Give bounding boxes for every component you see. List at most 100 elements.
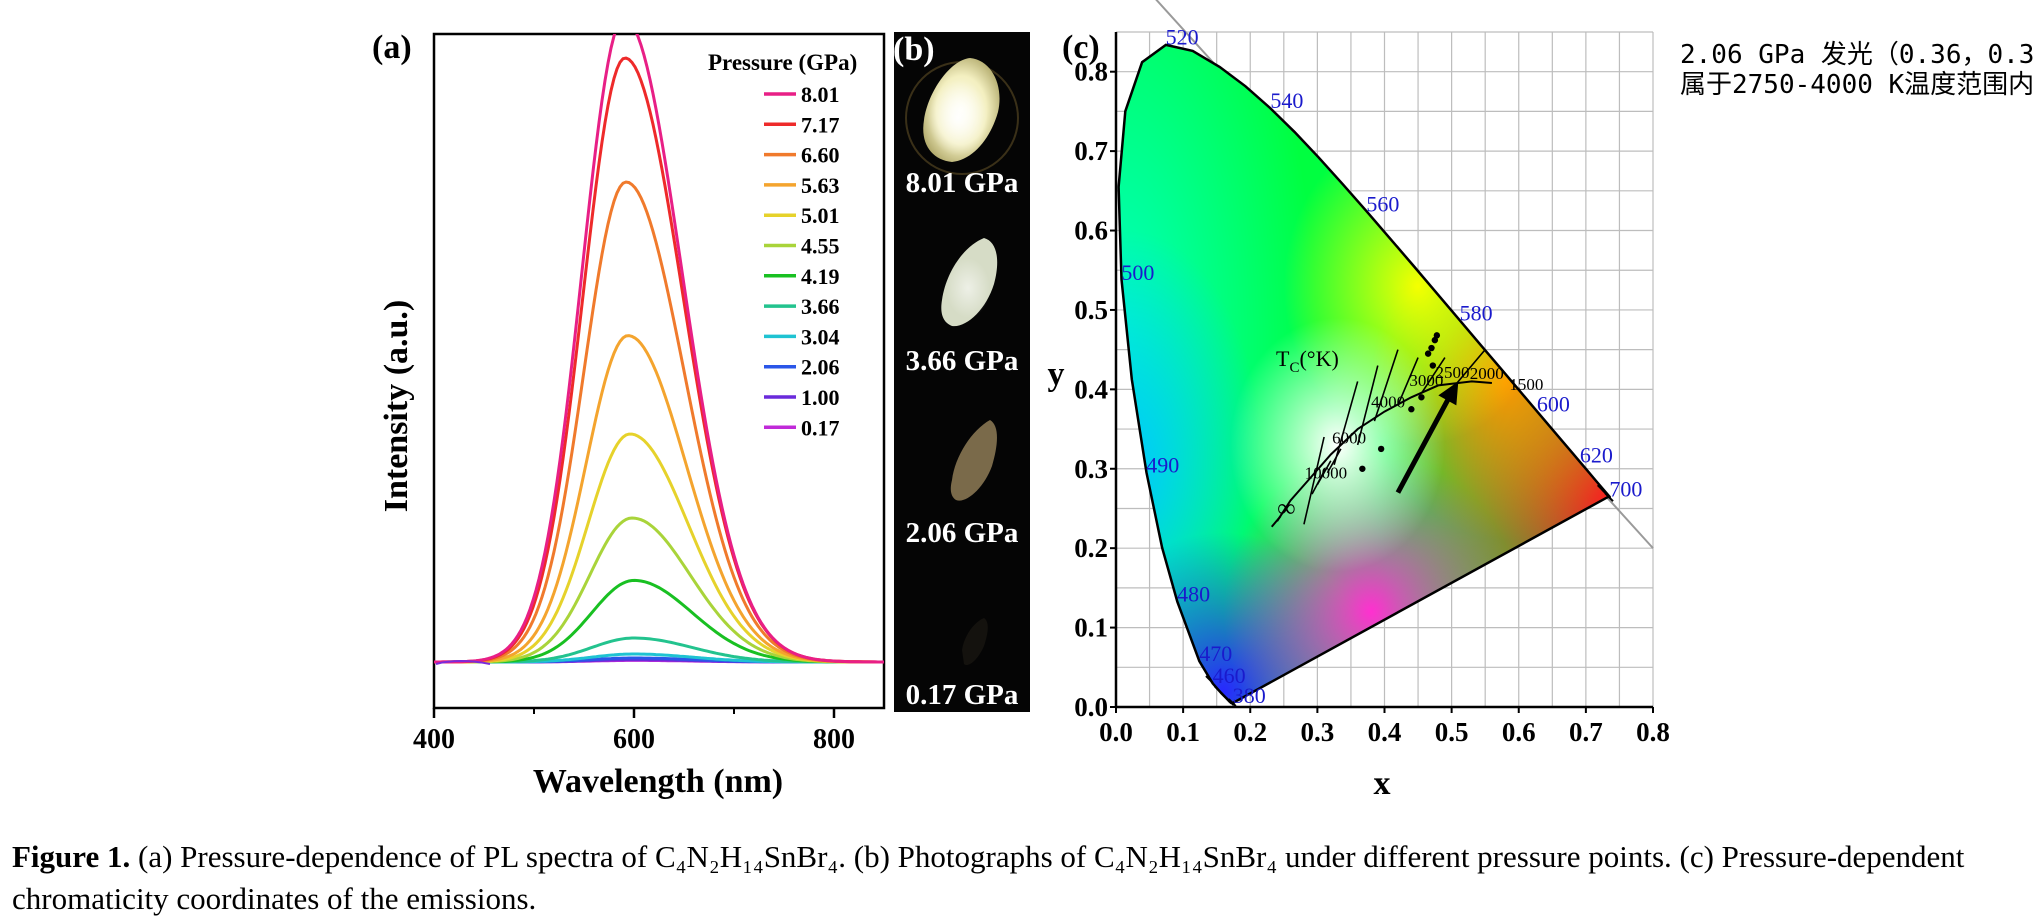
chromaticity-point-0 <box>1359 465 1366 472</box>
wavelength-label-500: 500 <box>1121 260 1154 285</box>
chromaticity-point-8 <box>1433 332 1441 339</box>
photo-366 <box>941 238 998 327</box>
wavelength-label-460: 460 <box>1213 663 1246 688</box>
isotherm-label-2: 4000 <box>1371 393 1405 412</box>
locus-tick-blue-5 <box>1205 675 1214 684</box>
crystal-017 <box>962 618 988 666</box>
chromaticity-point-3 <box>1418 394 1425 401</box>
chromaticity-point-5 <box>1424 350 1432 357</box>
wavelength-label-560: 560 <box>1366 191 1399 216</box>
panel-a: (a) 400 600 800 Wavelength (nm) Intensity … <box>372 29 886 800</box>
cie-xtick-label-4: 0.4 <box>1368 717 1402 747</box>
plot-a-ticks: 400 600 800 <box>413 708 855 755</box>
isotherm-line-4 <box>1333 381 1359 466</box>
annotation-note: 2.06 GPa 发光（0.36，0.3 属于2750-4000 K温度范围内 <box>1680 40 2034 100</box>
isotherm-label-0: 10000 <box>1305 463 1348 482</box>
isotherm-line-5 <box>1356 365 1379 446</box>
tc-label: TC(°K) <box>1276 346 1339 376</box>
cie-xtick-label-8: 0.8 <box>1636 717 1670 747</box>
crystal-366-glow <box>946 258 990 318</box>
planckian-start-tick <box>1270 515 1282 528</box>
photo-label-206: 2.06 GPa <box>906 517 1019 549</box>
plot-a-series-layer <box>434 34 884 665</box>
legend-label-6.60: 6.60 <box>801 143 840 168</box>
legend-a: 8.01 7.17 6.60 5.63 5.01 4.55 4.19 3.66 3.04 2.06… <box>764 82 840 440</box>
tc-label-sub: C <box>1289 360 1299 376</box>
photo-017 <box>962 618 988 666</box>
cie-xtick-label-0: 0.0 <box>1099 717 1133 747</box>
locus-tick-blue-4 <box>1213 685 1223 695</box>
xtick-label-a-800: 800 <box>813 724 855 755</box>
panel-a-label: (a) <box>372 29 412 66</box>
panel-c-label: (c) <box>1062 29 1100 66</box>
wavelength-label-580: 580 <box>1460 300 1493 325</box>
wavelength-label-620: 620 <box>1580 442 1613 467</box>
xtick-label-a-600: 600 <box>613 724 655 755</box>
plot-a-ylabel: Intensity (a.u.) <box>378 300 415 513</box>
isotherm-label-5: 2000 <box>1470 364 1504 383</box>
series-line-8.01 <box>434 34 884 664</box>
xtick-label-a-400: 400 <box>413 724 455 755</box>
cie-xtick-label-1: 0.1 <box>1166 717 1200 747</box>
isotherm-label-7: ∞ <box>1277 493 1296 522</box>
plot-a-xlabel: Wavelength (nm) <box>533 763 783 800</box>
note-line-2: 属于2750-4000 K温度范围内 <box>1680 70 2035 100</box>
wavelength-label-490: 490 <box>1146 453 1179 478</box>
legend-label-8.01: 8.01 <box>801 82 840 107</box>
locus-tick-blue-3 <box>1220 691 1229 701</box>
isotherm-line-8 <box>1420 357 1446 394</box>
cie-xtick-label-5: 0.5 <box>1435 717 1469 747</box>
tc-label-unit: (°K) <box>1299 346 1338 371</box>
isotherm-label-4: 2500 <box>1436 363 1470 382</box>
spectral-locus-ticks <box>1205 484 1614 707</box>
wavelength-label-540: 540 <box>1270 88 1303 113</box>
crystal-206 <box>950 420 997 501</box>
legend-label-2.06: 2.06 <box>801 355 840 380</box>
legend-title: Pressure (GPa) <box>708 50 857 75</box>
locus-tick-red-3 <box>1604 492 1614 502</box>
trend-arrow-shaft <box>1395 390 1455 494</box>
cie-gamut-fill <box>1118 44 1610 704</box>
isotherm-line-6 <box>1373 349 1399 422</box>
isotherm-line-7 <box>1397 357 1419 406</box>
cie-ytick-label-5: 0.5 <box>1074 295 1108 325</box>
chromaticity-point-1 <box>1377 445 1385 453</box>
planckian-curve <box>1276 380 1492 522</box>
trend-arrow-head <box>1438 381 1459 406</box>
legend-label-1.00: 1.00 <box>801 385 840 410</box>
cie-xlabel: x <box>1374 765 1391 802</box>
panel-b-label: (b) <box>893 31 935 68</box>
photo-label-366: 3.66 GPa <box>906 345 1019 377</box>
wavelength-label-600: 600 <box>1537 392 1570 417</box>
wavelength-label-700: 700 <box>1609 477 1642 502</box>
cie-xtick-label-7: 0.7 <box>1569 717 1603 747</box>
crystal-801-glow <box>928 80 988 156</box>
cie-xtick-label-3: 0.3 <box>1301 717 1335 747</box>
baseline-bump <box>435 660 491 665</box>
wavelength-label-470: 470 <box>1199 641 1232 666</box>
wavelength-label-480: 480 <box>1177 581 1210 606</box>
chromaticity-point-2 <box>1408 406 1415 413</box>
photo-206 <box>950 420 997 501</box>
cie-xtick-label-6: 0.6 <box>1502 717 1536 747</box>
legend-label-4.55: 4.55 <box>801 234 840 259</box>
isotherm-line-0 <box>1303 436 1325 525</box>
chromaticity-point-4 <box>1429 362 1437 369</box>
cie-xtick-label-2: 0.2 <box>1233 717 1267 747</box>
figure-caption: Figure 1. (a) Pressure-dependence of PL … <box>12 836 2032 920</box>
legend-label-5.63: 5.63 <box>801 173 840 198</box>
wavelength-label-380: 380 <box>1233 683 1266 708</box>
isotherm-label-6: 1500 <box>1509 375 1543 394</box>
cie-ytick-label-0: 0.0 <box>1074 692 1108 722</box>
photo-801 <box>923 58 1000 162</box>
figure: (a) 400 600 800 Wavelength (nm) Intensity … <box>372 0 1670 802</box>
caption-figure-number: Figure 1. <box>12 839 131 874</box>
cie-ylabel: y <box>1048 356 1065 393</box>
cie-ytick-label-6: 0.6 <box>1074 216 1108 246</box>
legend-label-5.01: 5.01 <box>801 203 840 228</box>
chromaticity-point-6 <box>1428 344 1435 352</box>
gamut-glow-g8 <box>1230 317 1445 572</box>
isotherm-line-2 <box>1316 460 1332 486</box>
